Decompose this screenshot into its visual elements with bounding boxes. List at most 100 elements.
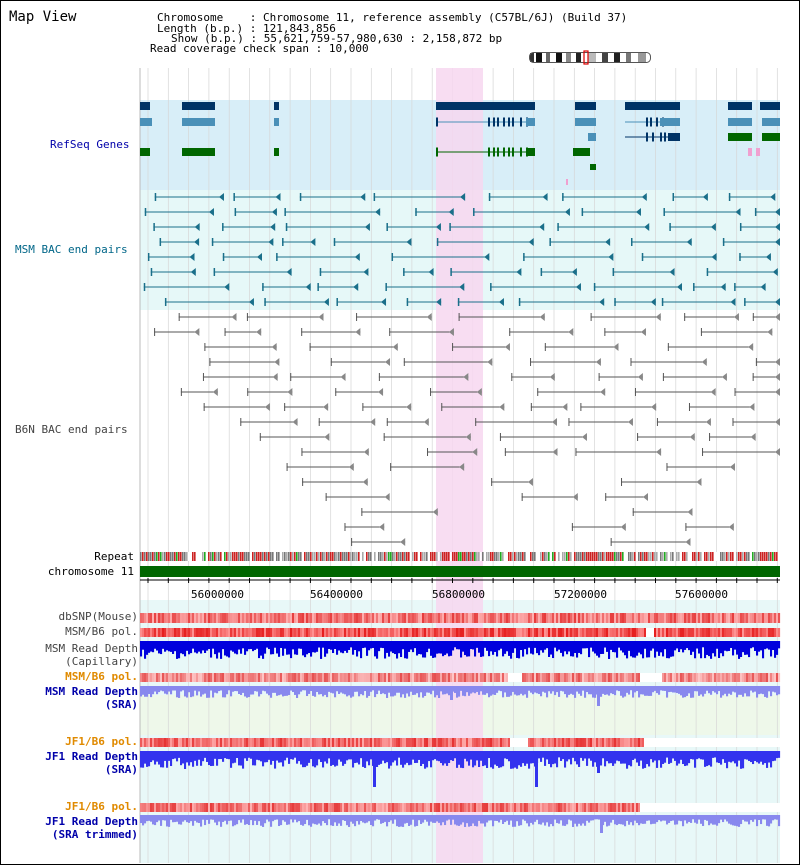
depth-bar	[696, 641, 699, 649]
heat-cell	[388, 803, 391, 812]
depth-bar	[562, 686, 565, 692]
depth-bar	[554, 751, 557, 764]
depth-bar	[636, 641, 639, 656]
heat-cell	[558, 673, 561, 682]
dbsnp-track-label[interactable]: dbSNP(Mouse)	[58, 610, 138, 623]
heat-cell	[286, 613, 289, 623]
heat-cell	[510, 628, 513, 637]
depth-bar	[170, 686, 173, 695]
heat-cell	[594, 738, 597, 747]
gene-block	[575, 102, 596, 110]
depth-bar	[170, 751, 173, 767]
heat-cell	[310, 803, 313, 812]
repeat-block	[330, 552, 332, 561]
repeat-track-label[interactable]: Repeat	[94, 550, 134, 563]
depth-bar	[482, 815, 485, 824]
heat-cell	[304, 803, 307, 812]
heat-cell	[380, 738, 383, 747]
depth-bar	[662, 686, 665, 691]
heat-cell	[442, 673, 445, 682]
heat-cell	[684, 803, 686, 812]
depth-bar	[180, 751, 183, 766]
heat-cell	[600, 628, 603, 637]
bac-end-marker	[571, 523, 573, 531]
depth-bar	[366, 815, 369, 823]
bac-end-arrow	[711, 253, 717, 261]
depth-bar	[350, 815, 353, 822]
msm-bac-track-label[interactable]: MSM BAC end pairs	[15, 243, 128, 256]
heat-cell	[174, 803, 177, 812]
msm-depth-capillary-label-1[interactable]: MSM Read Depth	[45, 642, 138, 655]
depth-bar	[720, 641, 723, 654]
heat-cell	[446, 613, 449, 623]
heat-cell	[286, 803, 289, 812]
depth-bar	[218, 641, 221, 653]
depth-bar	[328, 751, 331, 759]
heat-cell	[426, 628, 429, 637]
heat-cell	[268, 628, 271, 637]
depth-bar	[180, 815, 183, 825]
heat-cell	[346, 673, 349, 682]
heat-cell	[162, 738, 165, 747]
heat-cell	[704, 628, 707, 637]
depth-bar	[306, 641, 309, 655]
depth-bar	[298, 815, 301, 822]
depth-bar	[684, 641, 687, 650]
heat-cell	[190, 803, 193, 812]
depth-bar	[570, 686, 573, 694]
depth-bar	[522, 686, 525, 696]
depth-bar	[642, 686, 645, 695]
depth-bar	[496, 686, 499, 693]
heat-cell	[736, 803, 738, 812]
gene-exon	[646, 117, 648, 127]
heat-cell	[536, 628, 539, 637]
heat-cell	[474, 673, 477, 682]
depth-bar	[456, 815, 459, 826]
b6n-bac-track-label[interactable]: B6N BAC end pairs	[15, 423, 128, 436]
jf1-b6-pol-trimmed-label[interactable]: JF1/B6 pol.	[65, 800, 138, 813]
msm-depth-sra-label-1[interactable]: MSM Read Depth	[45, 685, 138, 698]
depth-bar	[420, 815, 423, 825]
depth-bar	[580, 815, 583, 826]
heat-cell	[280, 628, 283, 637]
msm-b6-pol-sra-label[interactable]: MSM/B6 pol.	[65, 670, 138, 683]
heat-cell	[268, 673, 271, 682]
bac-end-arrow	[406, 238, 412, 246]
gene-block	[182, 148, 215, 156]
heat-cell	[680, 803, 682, 812]
depth-bar	[746, 641, 749, 655]
depth-bar	[574, 641, 577, 654]
jf1-depth-sra-label-1[interactable]: JF1 Read Depth	[45, 750, 138, 763]
depth-bar	[492, 815, 495, 827]
depth-bar	[388, 641, 391, 657]
chromosome-track-label[interactable]: chromosome 11	[47, 565, 134, 578]
heat-cell	[358, 628, 361, 637]
depth-bar	[634, 686, 637, 693]
depth-bar	[370, 641, 373, 649]
repeat-block	[750, 552, 752, 561]
heat-cell	[202, 673, 205, 682]
jf1-b6-pol-label[interactable]: JF1/B6 pol.	[65, 735, 138, 748]
heat-cell	[614, 673, 617, 682]
heat-cell	[528, 613, 531, 623]
heat-cell	[530, 803, 533, 812]
depth-bar	[486, 686, 489, 694]
refseq-genes-track-label[interactable]: RefSeq Genes	[50, 138, 130, 151]
depth-bar	[226, 751, 229, 759]
bac-end-arrow	[305, 283, 311, 291]
msm-b6-pol-label[interactable]: MSM/B6 pol.	[65, 625, 138, 638]
heat-cell	[506, 613, 509, 623]
depth-bar	[550, 751, 553, 768]
heat-cell	[166, 803, 169, 812]
heat-cell	[318, 613, 321, 623]
heat-cell	[690, 738, 692, 747]
depth-bar	[742, 641, 745, 653]
heat-cell	[424, 803, 427, 812]
depth-bar	[718, 686, 721, 692]
depth-bar	[252, 751, 255, 766]
depth-bar	[196, 641, 199, 654]
depth-bar	[340, 751, 343, 762]
depth-bar	[270, 751, 273, 765]
heat-cell	[644, 738, 646, 747]
jf1-depth-trimmed-label-1[interactable]: JF1 Read Depth	[45, 815, 138, 828]
